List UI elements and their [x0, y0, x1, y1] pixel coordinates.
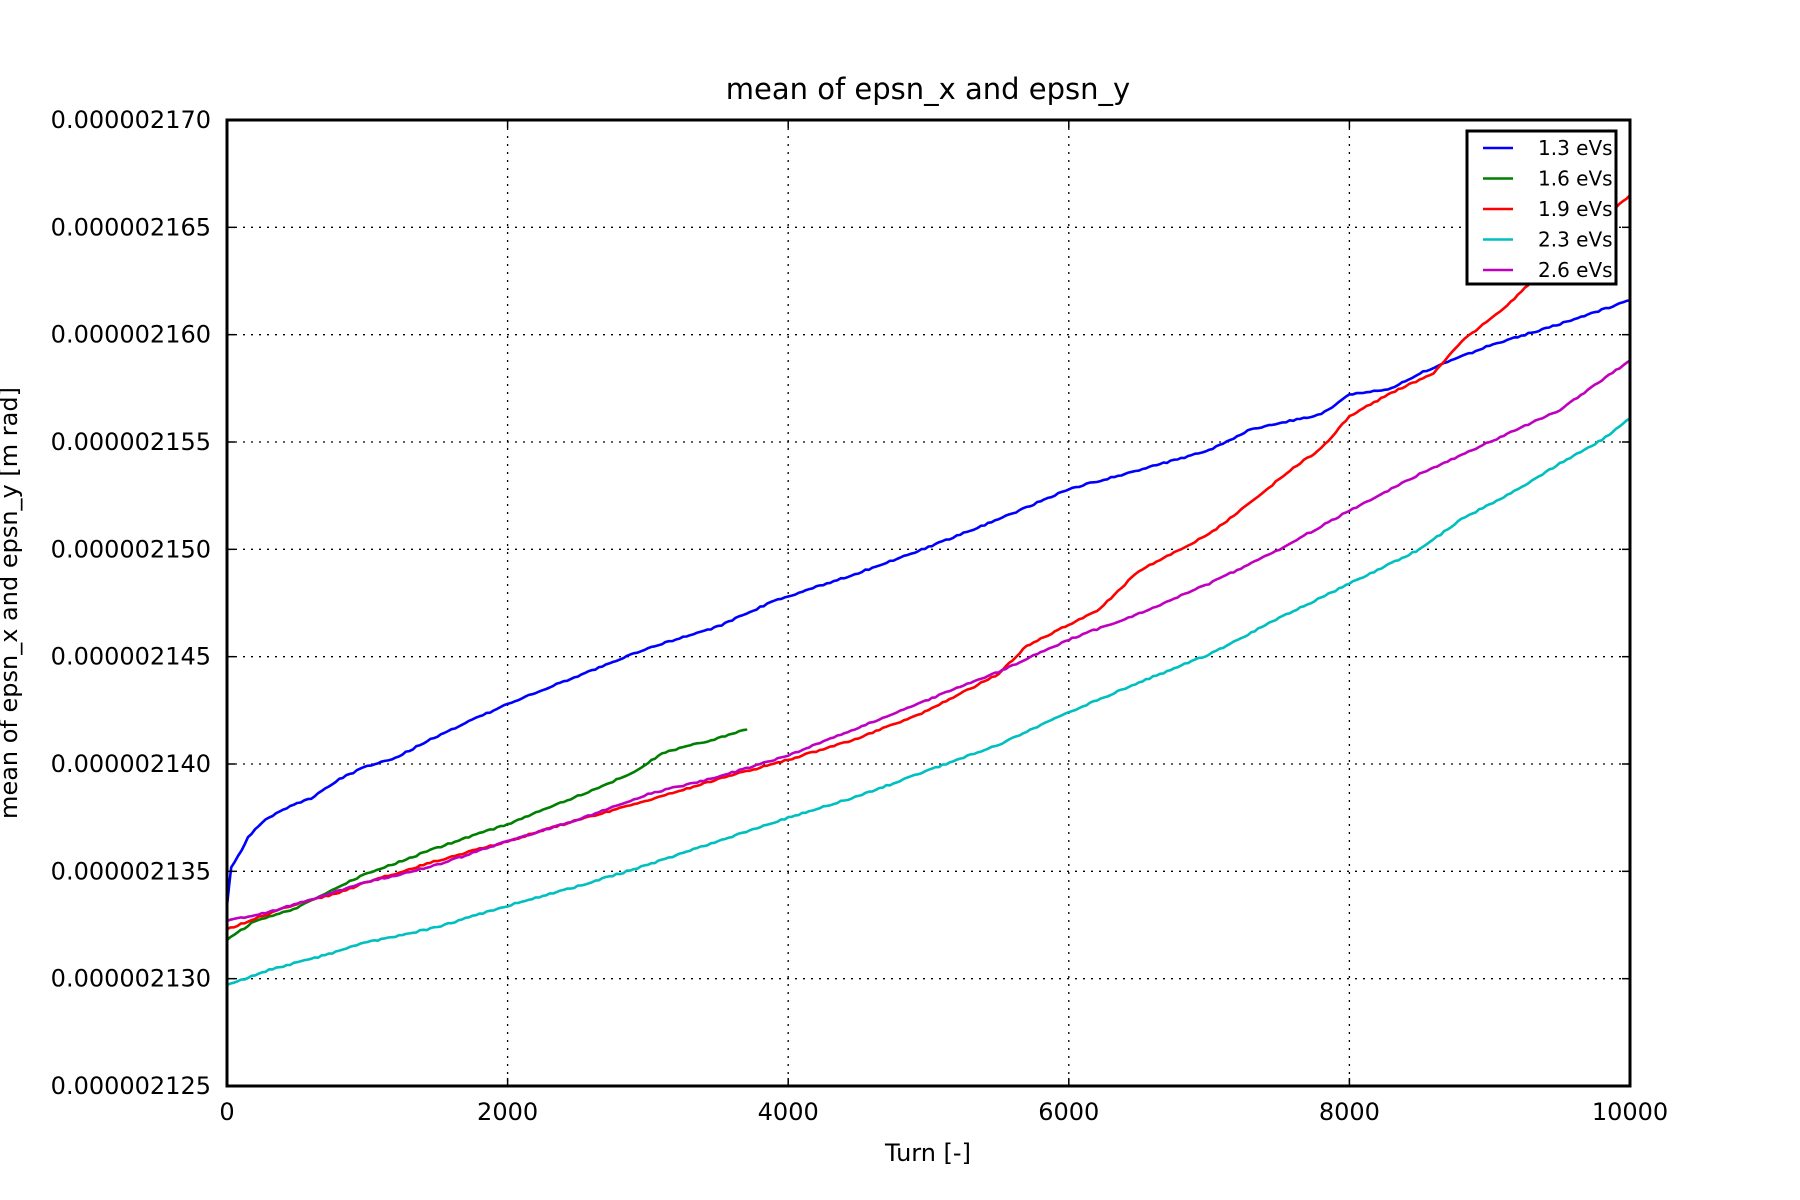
x-axis-label: Turn [-] — [884, 1139, 971, 1167]
tick-marks — [226, 119, 1631, 1087]
y-tick-label: 0.000002135 — [51, 857, 211, 885]
y-tick-label: 0.000002145 — [51, 643, 211, 671]
x-tick-label: 8000 — [1319, 1098, 1380, 1126]
plot-area — [227, 120, 1630, 1086]
series-line-3 — [227, 417, 1630, 987]
legend-frame — [1465, 129, 1618, 286]
y-tick-label: 0.000002170 — [51, 106, 211, 134]
series-line-4 — [227, 359, 1630, 922]
x-tick-label: 6000 — [1038, 1098, 1099, 1126]
legend-label: 1.3 eVs — [1538, 136, 1613, 160]
y-tick-label: 0.000002130 — [51, 965, 211, 993]
legend: 1.3 eVs 1.6 eVs 1.9 eVs 2.3 eVs 2.6 eVs — [1465, 129, 1618, 286]
y-tick-labels: 0.000002125 0.000002130 0.000002135 0.00000… — [51, 106, 211, 1100]
y-tick-label: 0.000002150 — [51, 535, 211, 563]
x-tick-labels: 0 2000 4000 6000 8000 10000 — [219, 1098, 1668, 1126]
chart-title: mean of epsn_x and epsn_y — [726, 72, 1130, 106]
y-tick-label: 0.000002140 — [51, 750, 211, 778]
series-group — [227, 193, 1630, 987]
series-line-0 — [227, 299, 1630, 907]
legend-label: 1.9 eVs — [1538, 197, 1613, 221]
x-tick-label: 10000 — [1592, 1098, 1668, 1126]
x-tick-label: 4000 — [758, 1098, 819, 1126]
legend-label: 2.6 eVs — [1538, 258, 1613, 282]
y-tick-label: 0.000002165 — [51, 213, 211, 241]
legend-label: 1.6 eVs — [1538, 167, 1613, 191]
x-tick-label: 0 — [219, 1098, 234, 1126]
y-tick-label: 0.000002160 — [51, 321, 211, 349]
x-tick-label: 2000 — [477, 1098, 538, 1126]
y-tick-label: 0.000002155 — [51, 428, 211, 456]
series-line-2 — [227, 193, 1630, 931]
plot-frame — [225, 118, 1632, 1088]
y-axis-label: mean of epsn_x and epsn_y [m rad] — [0, 387, 23, 819]
y-tick-label: 0.000002125 — [51, 1072, 211, 1100]
legend-label: 2.3 eVs — [1538, 228, 1613, 252]
